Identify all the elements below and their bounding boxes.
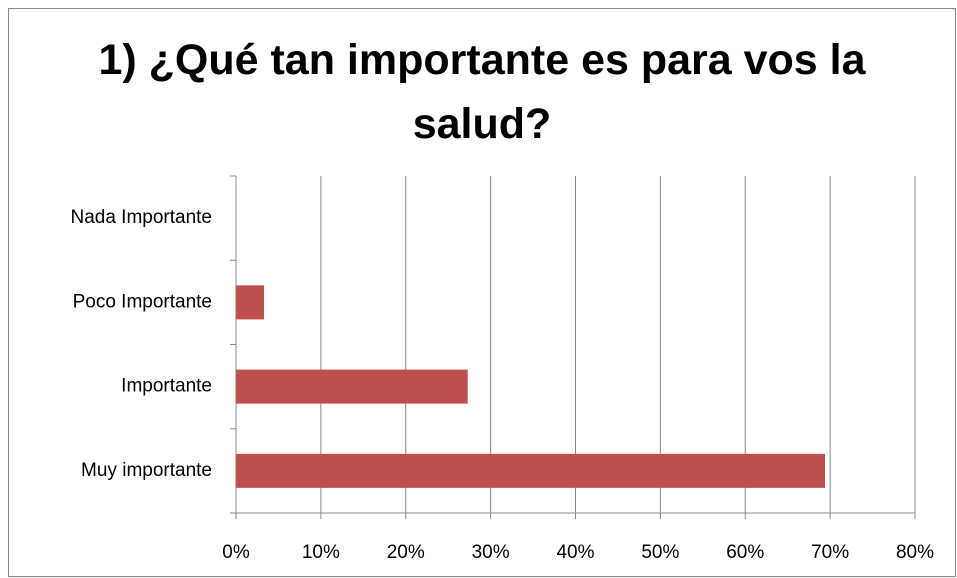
x-tick-label: 20% <box>387 542 425 563</box>
y-tick-label: Nada Importante <box>70 207 212 228</box>
bar <box>236 369 468 404</box>
y-tick-label: Muy importante <box>81 460 212 481</box>
bar <box>236 285 265 320</box>
x-tick-label: 70% <box>811 542 849 563</box>
x-tick-label: 10% <box>302 542 340 563</box>
x-tick-label: 30% <box>472 542 510 563</box>
x-tick-label: 60% <box>726 542 764 563</box>
chart-border <box>8 8 956 577</box>
x-tick-label: 80% <box>896 542 934 563</box>
y-tick-label: Importante <box>121 376 212 397</box>
y-tick-label: Poco Importante <box>73 291 212 312</box>
x-tick-label: 40% <box>556 542 594 563</box>
x-tick-label: 50% <box>641 542 679 563</box>
bar <box>236 453 826 488</box>
chart-title: 1) ¿Qué tan importante es para vos la sa… <box>98 36 866 148</box>
x-tick-label: 0% <box>222 542 250 563</box>
